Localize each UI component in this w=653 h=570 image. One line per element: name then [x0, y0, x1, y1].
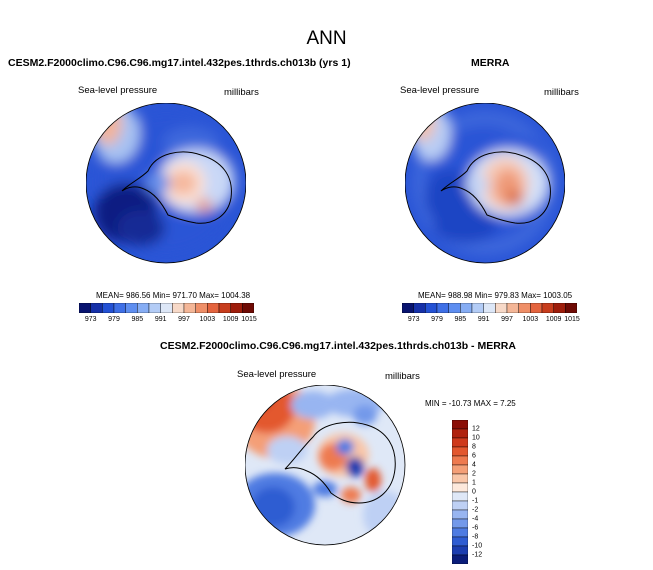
colorbar-tick-label: 0	[472, 488, 476, 496]
panel3-heading: CESM2.F2000climo.C96.C96.mg17.intel.432p…	[160, 340, 516, 352]
colorbar-tick-label: 1003	[522, 316, 539, 323]
colorbar-tick-label: -1	[472, 497, 479, 505]
colorbar-tick-label: 6	[472, 452, 476, 460]
colorbar-tick-label: 1003	[199, 316, 216, 323]
panel1-heading: CESM2.F2000climo.C96.C96.mg17.intel.432p…	[8, 57, 351, 69]
colorbar-tick-label: 991	[154, 316, 167, 323]
colorbar-top-left-labels: 973 979 985 991 997 1003 1009 1015	[79, 316, 257, 326]
colorbar-tick-label: 991	[477, 316, 490, 323]
figure-title: ANN	[306, 28, 347, 49]
panel1-variable: Sea-level pressure	[78, 85, 158, 96]
colorbar-top-left	[79, 303, 254, 313]
panel2-stats: MEAN= 988.98 Min= 979.83 Max= 1003.05	[418, 291, 573, 300]
colorbar-tick-label: 8	[472, 443, 476, 451]
colorbar-top-right-labels: 973 979 985 991 997 1003 1009 1015	[402, 316, 580, 326]
colorbar-tick-label: 973	[84, 316, 97, 323]
panel3-map	[245, 385, 406, 546]
colorbar-top-right	[402, 303, 577, 313]
panel3-variable: Sea-level pressure	[237, 369, 317, 380]
colorbar-tick-label: 1015	[564, 316, 580, 323]
colorbar-tick-label: 4	[472, 461, 476, 469]
panel2-heading: MERRA	[471, 57, 510, 69]
colorbar-diff	[452, 420, 468, 564]
panel3-stats: MIN = -10.73 MAX = 7.25	[425, 399, 516, 408]
colorbar-tick-label: 985	[454, 316, 467, 323]
colorbar-tick-label: 1	[472, 479, 476, 487]
colorbar-tick-label: -4	[472, 515, 479, 523]
panel3-units: millibars	[385, 371, 420, 382]
colorbar-tick-label: 1009	[222, 316, 239, 323]
colorbar-tick-label: -8	[472, 533, 479, 541]
colorbar-tick-label: 10	[472, 434, 480, 442]
panel1-units: millibars	[224, 87, 259, 98]
colorbar-tick-label: 12	[472, 425, 480, 433]
colorbar-tick-label: -2	[472, 506, 479, 514]
colorbar-tick-label: 1009	[545, 316, 562, 323]
colorbar-tick-label: 997	[178, 316, 190, 323]
panel2-variable: Sea-level pressure	[400, 85, 480, 96]
colorbar-tick-label: 2	[472, 470, 476, 478]
colorbar-tick-label: 1015	[241, 316, 257, 323]
panel2-map	[405, 103, 565, 264]
colorbar-tick-label: 979	[108, 316, 120, 323]
panel2-units: millibars	[544, 87, 579, 98]
panel1-stats: MEAN= 986.56 Min= 971.70 Max= 1004.38	[96, 291, 251, 300]
colorbar-tick-label: 979	[431, 316, 443, 323]
colorbar-tick-label: 997	[501, 316, 513, 323]
colorbar-tick-label: -6	[472, 524, 479, 532]
colorbar-tick-label: -10	[472, 542, 483, 550]
panel1-map	[86, 103, 246, 264]
colorbar-tick-label: -12	[472, 551, 483, 559]
colorbar-tick-label: 985	[131, 316, 144, 323]
colorbar-diff-labels: 12 10 8 6 4 2 1 0 -1 -2 -4 -6 -8 -10 -12	[472, 420, 492, 564]
colorbar-tick-label: 973	[407, 316, 420, 323]
